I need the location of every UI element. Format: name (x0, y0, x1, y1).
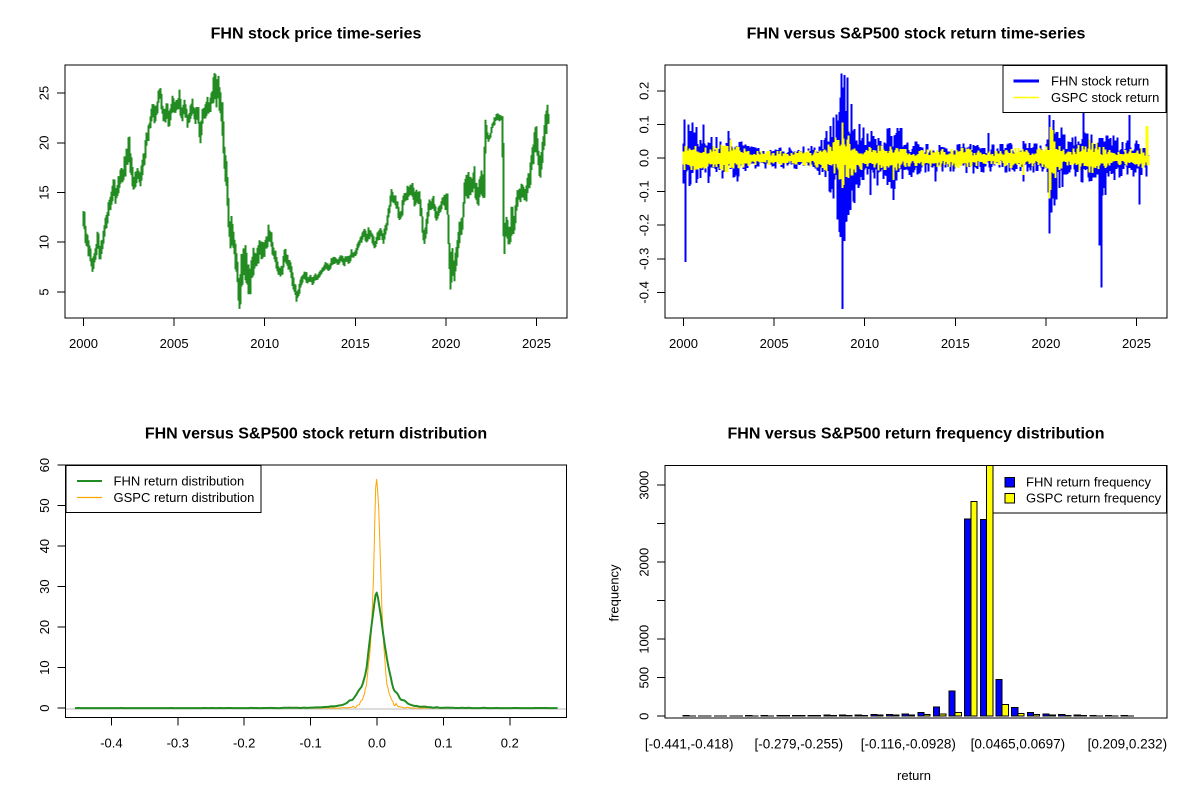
svg-text:FHN versus S&P500 stock return: FHN versus S&P500 stock return time-seri… (747, 26, 1086, 43)
svg-text:1000: 1000 (637, 625, 652, 654)
svg-text:500: 500 (637, 667, 652, 689)
svg-text:3000: 3000 (637, 471, 652, 500)
svg-text:2000: 2000 (637, 548, 652, 577)
svg-text:[0.0465,0.0697): [0.0465,0.0697) (971, 737, 1066, 752)
svg-text:frequency: frequency (607, 564, 622, 622)
svg-text:0: 0 (637, 713, 652, 720)
svg-text:20: 20 (37, 620, 52, 634)
svg-text:-0.3: -0.3 (637, 248, 652, 270)
svg-text:2010: 2010 (250, 336, 279, 351)
svg-text:2020: 2020 (431, 336, 460, 351)
svg-text:2000: 2000 (69, 336, 98, 351)
svg-text:0.0: 0.0 (637, 149, 652, 167)
svg-text:FHN return distribution: FHN return distribution (114, 474, 245, 489)
svg-text:-0.4: -0.4 (637, 281, 652, 303)
svg-text:0.2: 0.2 (637, 82, 652, 100)
svg-text:40: 40 (37, 539, 52, 553)
svg-text:50: 50 (37, 498, 52, 512)
svg-text:5: 5 (37, 288, 52, 295)
svg-text:GSPC return frequency: GSPC return frequency (1026, 491, 1162, 506)
svg-text:0.1: 0.1 (637, 115, 652, 133)
svg-text:20: 20 (37, 136, 52, 150)
svg-text:GSPC stock return: GSPC stock return (1051, 90, 1159, 105)
svg-text:[0.209,0.232): [0.209,0.232) (1088, 737, 1168, 752)
svg-text:2020: 2020 (1031, 336, 1060, 351)
svg-text:-0.1: -0.1 (637, 180, 652, 202)
svg-text:10: 10 (37, 235, 52, 249)
svg-text:FHN versus S&P500 return frequ: FHN versus S&P500 return frequency distr… (728, 426, 1105, 443)
svg-text:25: 25 (37, 86, 52, 100)
svg-text:2025: 2025 (522, 336, 551, 351)
svg-text:0.0: 0.0 (368, 736, 386, 751)
svg-text:0.1: 0.1 (434, 736, 452, 751)
svg-text:FHN stock return: FHN stock return (1051, 74, 1149, 89)
svg-text:GSPC return distribution: GSPC return distribution (114, 490, 255, 505)
svg-text:2000: 2000 (669, 336, 698, 351)
svg-text:60: 60 (37, 458, 52, 472)
svg-text:-0.2: -0.2 (637, 214, 652, 236)
svg-text:[-0.441,-0.418): [-0.441,-0.418) (645, 737, 734, 752)
svg-text:-0.2: -0.2 (233, 736, 255, 751)
svg-text:return: return (897, 768, 931, 783)
svg-text:FHN return frequency: FHN return frequency (1026, 475, 1151, 490)
svg-text:[-0.116,-0.0928): [-0.116,-0.0928) (861, 737, 956, 752)
svg-text:FHN stock price time-series: FHN stock price time-series (211, 26, 422, 43)
svg-text:2015: 2015 (341, 336, 370, 351)
svg-text:2005: 2005 (160, 336, 189, 351)
svg-text:2025: 2025 (1122, 336, 1151, 351)
svg-text:2005: 2005 (760, 336, 789, 351)
svg-text:-0.1: -0.1 (299, 736, 321, 751)
svg-text:10: 10 (37, 660, 52, 674)
svg-text:0.2: 0.2 (501, 736, 519, 751)
svg-text:2010: 2010 (850, 336, 879, 351)
svg-text:15: 15 (37, 185, 52, 199)
svg-text:30: 30 (37, 579, 52, 593)
svg-text:-0.3: -0.3 (167, 736, 189, 751)
svg-text:2015: 2015 (941, 336, 970, 351)
svg-text:[-0.279,-0.255): [-0.279,-0.255) (755, 737, 844, 752)
svg-text:0: 0 (37, 704, 52, 711)
svg-text:-0.4: -0.4 (100, 736, 122, 751)
svg-text:FHN versus S&P500 stock return: FHN versus S&P500 stock return distribut… (145, 426, 487, 443)
